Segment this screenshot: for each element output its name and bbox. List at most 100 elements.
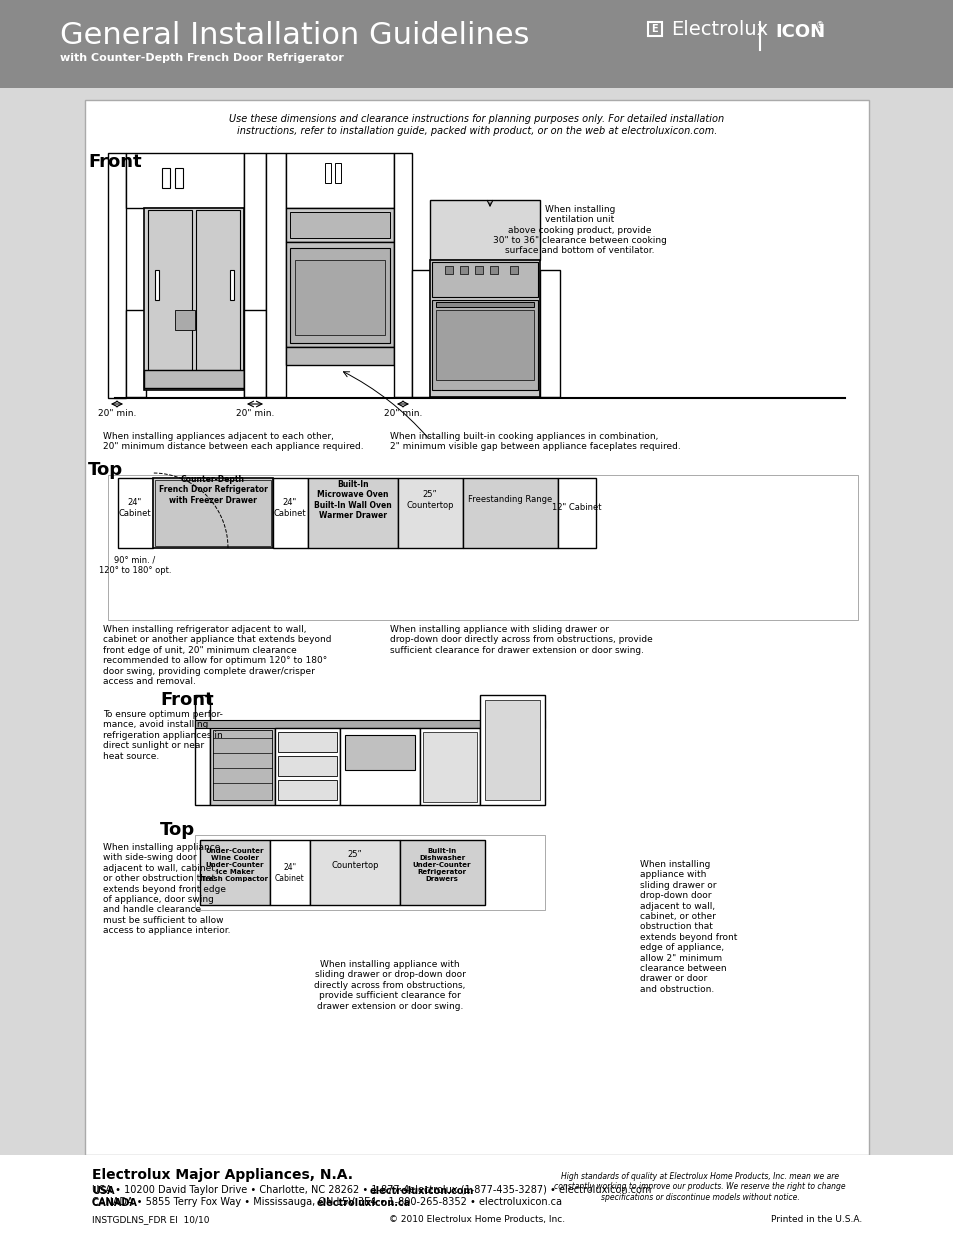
Text: Electrolux: Electrolux: [671, 20, 768, 38]
Text: 25”
Countertop: 25” Countertop: [331, 851, 378, 869]
Bar: [194, 835, 544, 910]
Text: Electrolux Major Appliances, N.A.: Electrolux Major Appliances, N.A.: [91, 1168, 353, 1182]
Text: CANADA • 5855 Terry Fox Way • Mississauga, ON L5V 3E4 • 1-800-265-8352 • electro: CANADA • 5855 Terry Fox Way • Mississaug…: [91, 1197, 561, 1207]
Text: Use these dimensions and clearance instructions for planning purposes only. For : Use these dimensions and clearance instr…: [230, 114, 723, 136]
Bar: [244, 153, 266, 396]
Bar: [422, 732, 476, 802]
Bar: [444, 266, 453, 274]
Bar: [277, 756, 336, 776]
Text: 24"
Cabinet: 24" Cabinet: [118, 498, 152, 517]
Bar: [647, 22, 661, 36]
Text: Under-Counter
Wine Cooler
Under-Counter
Ice Maker
Trash Compactor: Under-Counter Wine Cooler Under-Counter …: [201, 848, 268, 882]
Bar: [274, 727, 339, 805]
Text: When installing built-in cooking appliances in combination,
2" minimum visible g: When installing built-in cooking applian…: [390, 432, 680, 452]
Bar: [539, 270, 559, 396]
Text: with Counter-Depth French Door Refrigerator: with Counter-Depth French Door Refrigera…: [60, 53, 343, 63]
Bar: [394, 153, 412, 396]
Text: 20" min.: 20" min.: [383, 409, 422, 417]
Bar: [339, 727, 419, 805]
Text: Front: Front: [88, 153, 141, 170]
Text: 25”
Countertop: 25” Countertop: [406, 490, 454, 510]
Bar: [144, 207, 244, 390]
Text: When installing
appliance with
sliding drawer or
drop-down door
adjacent to wall: When installing appliance with sliding d…: [639, 860, 737, 994]
Bar: [459, 266, 468, 274]
Text: Front: Front: [160, 692, 213, 709]
Text: Freestanding Range: Freestanding Range: [467, 495, 552, 505]
Text: 12" Cabinet: 12" Cabinet: [552, 504, 601, 513]
Bar: [0, 0, 953, 88]
Bar: [152, 478, 273, 548]
Bar: [430, 200, 539, 261]
Text: General Installation Guidelines: General Installation Guidelines: [60, 21, 529, 49]
Bar: [162, 168, 170, 188]
Text: INSTGDLNS_FDR El  10/10: INSTGDLNS_FDR El 10/10: [91, 1215, 210, 1224]
Text: 20" min.: 20" min.: [98, 409, 136, 417]
Text: ICON: ICON: [774, 23, 824, 41]
Bar: [154, 270, 159, 300]
Text: USA: USA: [91, 1186, 114, 1195]
Bar: [290, 248, 390, 343]
Text: © 2010 Electrolux Home Products, Inc.: © 2010 Electrolux Home Products, Inc.: [389, 1215, 564, 1224]
Bar: [154, 480, 271, 546]
Text: Printed in the U.S.A.: Printed in the U.S.A.: [770, 1215, 862, 1224]
Bar: [558, 478, 596, 548]
Text: To ensure optimum perfor-
mance, avoid installing
refrigeration appliances in
di: To ensure optimum perfor- mance, avoid i…: [103, 710, 223, 761]
Text: When installing appliances adjacent to each other,
20" minimum distance between : When installing appliances adjacent to e…: [103, 432, 363, 452]
Bar: [108, 153, 126, 398]
Bar: [430, 261, 539, 396]
Bar: [194, 695, 210, 805]
Text: Counter-Depth
French Door Refrigerator
with Freezer Drawer: Counter-Depth French Door Refrigerator w…: [158, 475, 267, 505]
Bar: [475, 266, 482, 274]
Bar: [286, 242, 394, 347]
Bar: [126, 153, 244, 207]
Bar: [200, 840, 270, 905]
Bar: [118, 478, 152, 548]
Bar: [432, 262, 537, 296]
Text: ®: ®: [815, 21, 823, 31]
Bar: [397, 478, 462, 548]
Text: Top: Top: [88, 461, 123, 479]
Bar: [436, 303, 534, 308]
Bar: [308, 478, 397, 548]
Text: USA • 10200 David Taylor Drive • Charlotte, NC 28262 • 1-877-4electrolux (1-877-: USA • 10200 David Taylor Drive • Charlot…: [91, 1186, 651, 1195]
Bar: [462, 478, 558, 548]
Bar: [290, 212, 390, 238]
Text: E: E: [650, 23, 657, 35]
Bar: [144, 370, 244, 388]
Bar: [270, 840, 310, 905]
Bar: [0, 88, 953, 1188]
Bar: [210, 725, 274, 805]
Bar: [335, 163, 340, 183]
Bar: [108, 475, 857, 620]
Bar: [484, 700, 539, 800]
Text: 90° min. /
120° to 180° opt.: 90° min. / 120° to 180° opt.: [99, 556, 172, 574]
Bar: [286, 153, 394, 207]
Text: High standards of quality at Electrolux Home Products, Inc. mean we are
constant: High standards of quality at Electrolux …: [554, 1172, 845, 1202]
Bar: [294, 261, 385, 335]
Bar: [310, 840, 399, 905]
Bar: [325, 163, 331, 183]
Bar: [174, 168, 183, 188]
Text: Built-In
Microwave Oven
Built-In Wall Oven
Warmer Drawer: Built-In Microwave Oven Built-In Wall Ov…: [314, 480, 392, 520]
Bar: [432, 300, 537, 390]
Text: electroluxicon.com: electroluxicon.com: [370, 1186, 474, 1195]
Text: When installing appliance with sliding drawer or
drop-down door directly across : When installing appliance with sliding d…: [390, 625, 652, 655]
Bar: [194, 720, 544, 727]
Bar: [195, 210, 240, 370]
Text: When installing appliance
with side-swing door
adjacent to wall, cabinet,
or oth: When installing appliance with side-swin…: [103, 844, 231, 935]
Text: CANADA: CANADA: [91, 1198, 138, 1208]
Text: Built-In
Dishwasher
Under-Counter
Refrigerator
Drawers: Built-In Dishwasher Under-Counter Refrig…: [413, 848, 471, 882]
Bar: [174, 310, 194, 330]
Text: When installing refrigerator adjacent to wall,
cabinet or another appliance that: When installing refrigerator adjacent to…: [103, 625, 331, 685]
Bar: [490, 266, 497, 274]
Bar: [286, 207, 394, 242]
Bar: [412, 270, 430, 396]
Bar: [266, 153, 286, 396]
Bar: [273, 478, 308, 548]
Text: When installing appliance with
sliding drawer or drop-down door
directly across : When installing appliance with sliding d…: [314, 960, 465, 1010]
Bar: [126, 310, 146, 396]
Bar: [639, 19, 840, 58]
Bar: [277, 781, 336, 800]
Bar: [286, 347, 394, 366]
Bar: [244, 310, 266, 396]
